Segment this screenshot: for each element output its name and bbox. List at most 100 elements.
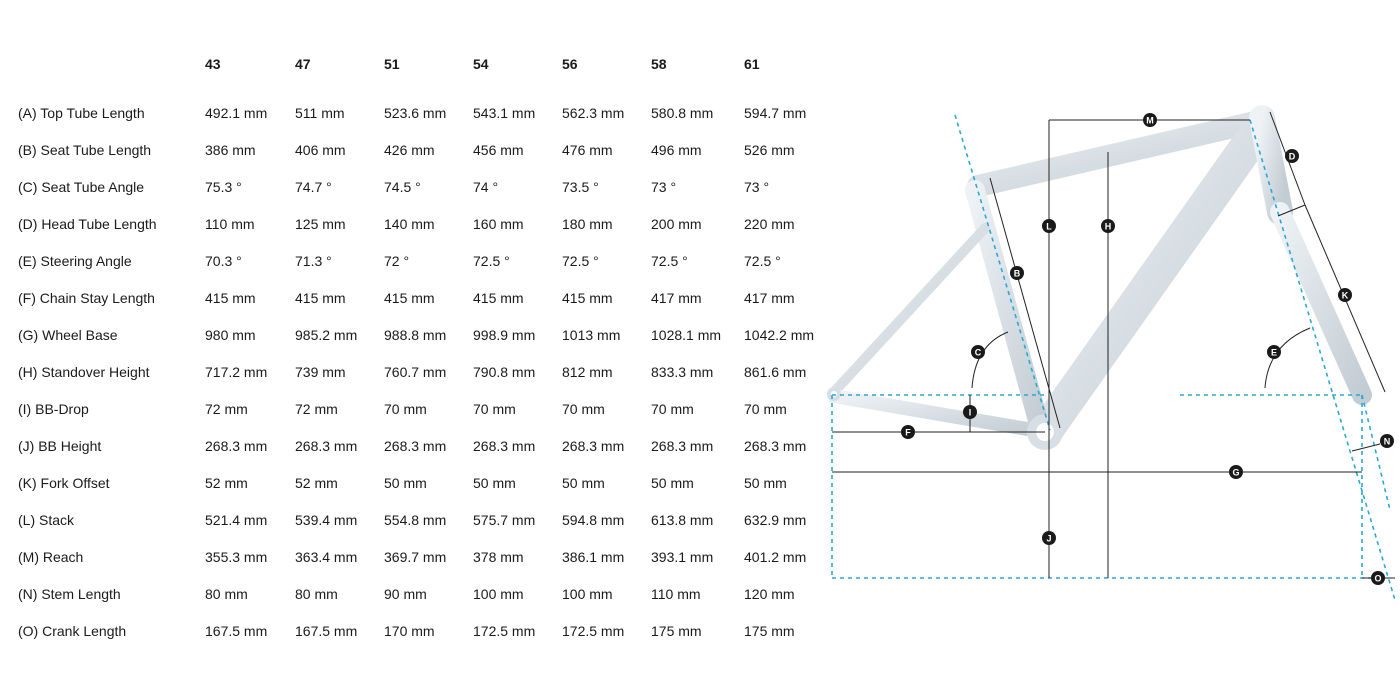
table-cell: 492.1 mm xyxy=(205,105,268,121)
table-cell: 417 mm xyxy=(744,290,795,306)
table-cell: 268.3 mm xyxy=(295,438,358,454)
table-cell: 72.5 ° xyxy=(562,253,599,269)
table-cell: 355.3 mm xyxy=(205,549,268,565)
table-cell: 75.3 ° xyxy=(205,179,242,195)
table-cell: 415 mm xyxy=(295,290,346,306)
row-label: (C) Seat Tube Angle xyxy=(18,179,145,195)
table-cell: 369.7 mm xyxy=(384,549,447,565)
svg-text:B: B xyxy=(1014,269,1021,279)
table-cell: 363.4 mm xyxy=(295,549,358,565)
svg-text:L: L xyxy=(1046,222,1052,232)
table-cell: 401.2 mm xyxy=(744,549,807,565)
table-cell: 100 mm xyxy=(562,586,613,602)
row-label: (M) Reach xyxy=(18,549,84,565)
table-cell: 1028.1 mm xyxy=(651,327,722,343)
table-cell: 172.5 mm xyxy=(562,623,625,639)
size-header-54: 54 xyxy=(473,56,489,72)
svg-text:H: H xyxy=(1105,222,1112,232)
row-label: (H) Standover Height xyxy=(18,364,150,380)
table-cell: 760.7 mm xyxy=(384,364,447,380)
svg-text:O: O xyxy=(1374,574,1381,584)
svg-text:C: C xyxy=(975,348,982,358)
row-label: (K) Fork Offset xyxy=(18,475,110,491)
table-cell: 125 mm xyxy=(295,216,346,232)
dimension-marker-f: F xyxy=(901,425,915,439)
table-cell: 74.5 ° xyxy=(384,179,421,195)
table-cell: 268.3 mm xyxy=(744,438,807,454)
dimension-marker-l: L xyxy=(1042,219,1056,233)
table-cell: 175 mm xyxy=(651,623,702,639)
table-cell: 167.5 mm xyxy=(205,623,268,639)
table-cell: 140 mm xyxy=(384,216,435,232)
table-cell: 72.5 ° xyxy=(744,253,781,269)
table-cell: 406 mm xyxy=(295,142,346,158)
svg-text:I: I xyxy=(969,408,972,418)
table-cell: 393.1 mm xyxy=(651,549,714,565)
table-cell: 632.9 mm xyxy=(744,512,807,528)
table-cell: 511 mm xyxy=(295,105,345,121)
table-cell: 521.4 mm xyxy=(205,512,268,528)
table-cell: 985.2 mm xyxy=(295,327,358,343)
table-cell: 415 mm xyxy=(473,290,524,306)
table-cell: 594.8 mm xyxy=(562,512,625,528)
row-label: (N) Stem Length xyxy=(18,586,121,602)
size-header-43: 43 xyxy=(205,56,221,72)
table-cell: 988.8 mm xyxy=(384,327,447,343)
dimension-marker-i: I xyxy=(963,405,977,419)
table-cell: 415 mm xyxy=(562,290,613,306)
table-cell: 172.5 mm xyxy=(473,623,536,639)
table-cell: 72 mm xyxy=(205,401,248,417)
table-cell: 70 mm xyxy=(384,401,427,417)
table-cell: 594.7 mm xyxy=(744,105,807,121)
table-cell: 90 mm xyxy=(384,586,427,602)
table-cell: 833.3 mm xyxy=(651,364,714,380)
row-label: (O) Crank Length xyxy=(18,623,127,639)
table-cell: 110 mm xyxy=(651,586,701,602)
size-header-56: 56 xyxy=(562,56,578,72)
table-cell: 1042.2 mm xyxy=(744,327,815,343)
table-cell: 120 mm xyxy=(744,586,795,602)
table-cell: 861.6 mm xyxy=(744,364,807,380)
table-cell: 268.3 mm xyxy=(562,438,625,454)
table-cell: 543.1 mm xyxy=(473,105,536,121)
table-cell: 73 ° xyxy=(744,179,770,195)
table-cell: 426 mm xyxy=(384,142,435,158)
row-label: (L) Stack xyxy=(18,512,75,528)
table-cell: 70 mm xyxy=(651,401,694,417)
dimension-marker-m: M xyxy=(1143,113,1157,127)
svg-text:N: N xyxy=(1384,437,1391,447)
row-label: (G) Wheel Base xyxy=(18,327,118,343)
svg-text:K: K xyxy=(1342,291,1349,301)
dimension-marker-n: N xyxy=(1380,434,1394,448)
dimension-marker-h: H xyxy=(1101,219,1115,233)
table-cell: 70 mm xyxy=(562,401,605,417)
table-cell: 476 mm xyxy=(562,142,613,158)
size-header-61: 61 xyxy=(744,56,760,72)
table-cell: 80 mm xyxy=(295,586,338,602)
table-cell: 554.8 mm xyxy=(384,512,447,528)
table-cell: 52 mm xyxy=(205,475,248,491)
table-cell: 80 mm xyxy=(205,586,248,602)
table-cell: 110 mm xyxy=(205,216,255,232)
table-cell: 980 mm xyxy=(205,327,256,343)
table-cell: 717.2 mm xyxy=(205,364,268,380)
table-cell: 496 mm xyxy=(651,142,702,158)
table-cell: 200 mm xyxy=(651,216,702,232)
table-cell: 70 mm xyxy=(473,401,516,417)
table-cell: 167.5 mm xyxy=(295,623,358,639)
table-cell: 52 mm xyxy=(295,475,338,491)
row-label: (J) BB Height xyxy=(18,438,102,454)
row-label: (F) Chain Stay Length xyxy=(18,290,155,306)
dimension-marker-d: D xyxy=(1285,149,1299,163)
dimension-marker-b: B xyxy=(1010,266,1024,280)
row-label: (I) BB-Drop xyxy=(18,401,89,417)
dimension-lines xyxy=(832,111,1395,579)
table-cell: 268.3 mm xyxy=(205,438,268,454)
table-cell: 72 mm xyxy=(295,401,338,417)
table-cell: 739 mm xyxy=(295,364,346,380)
bike-frame xyxy=(827,105,1372,450)
table-cell: 386.1 mm xyxy=(562,549,625,565)
table-cell: 575.7 mm xyxy=(473,512,536,528)
dimension-marker-o: O xyxy=(1371,571,1385,585)
